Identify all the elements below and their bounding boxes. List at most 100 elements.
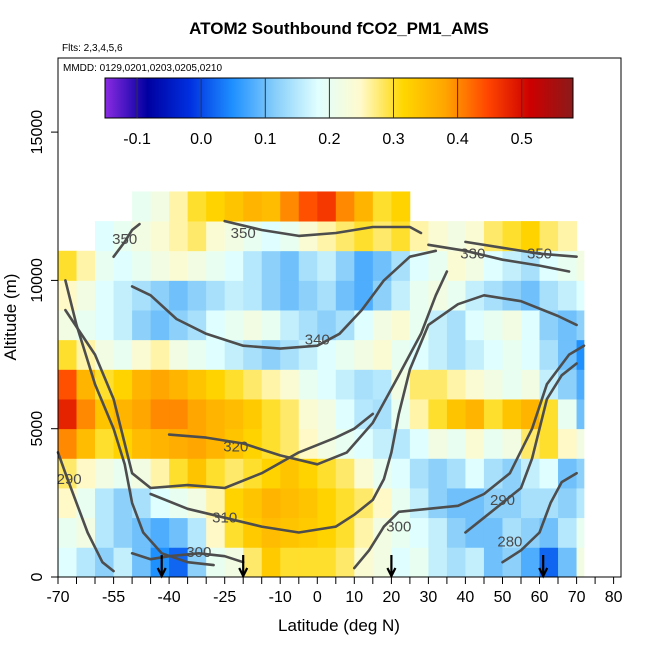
heatmap-cell (502, 310, 522, 341)
heatmap-cell (539, 458, 559, 489)
heatmap-cell (224, 547, 244, 578)
heatmap-cell (76, 369, 96, 400)
heatmap-cell (113, 369, 133, 400)
heatmap-cell (483, 517, 503, 548)
contour-label-290: 290 (490, 492, 515, 509)
contour-line-350 (112, 222, 141, 258)
heatmap-cell (317, 399, 337, 430)
colorbar-tick-label: -0.1 (123, 131, 151, 148)
x-tick-label: -70 (46, 589, 69, 606)
heatmap-cell (372, 280, 392, 311)
y-tick-label: 10000 (29, 258, 46, 303)
heatmap-cell (428, 221, 448, 252)
contour-label-350: 350 (231, 225, 256, 242)
heatmap-cell (446, 339, 466, 370)
heatmap-cell (520, 221, 540, 252)
heatmap-cell (206, 488, 226, 519)
heatmap-cell (243, 428, 263, 459)
heatmap-cell (372, 399, 392, 430)
heatmap-cell (169, 339, 189, 370)
heatmap-cell (428, 458, 448, 489)
contour-label-280: 280 (497, 533, 522, 550)
heatmap-cell (169, 280, 189, 311)
heatmap-cell (206, 191, 226, 222)
heatmap-cell (446, 517, 466, 548)
heatmap-cell (446, 547, 466, 578)
heatmap-cell (558, 488, 577, 519)
heatmap-cell (372, 547, 392, 578)
heatmap-cell (465, 517, 485, 548)
contour-line-320 (167, 270, 449, 466)
heatmap-cell (150, 399, 170, 430)
heatmap-cell (558, 221, 577, 252)
contour-label-300: 300 (386, 519, 411, 536)
heatmap-cell (502, 399, 522, 430)
heatmap-cell (261, 191, 281, 222)
heatmap-cell (354, 458, 374, 489)
heatmap-cell (354, 339, 374, 370)
heatmap-cell (298, 280, 318, 311)
heatmap-cell (335, 250, 355, 281)
heatmap-cell (58, 310, 77, 341)
heatmap-cell (261, 488, 281, 519)
heatmap-cell (576, 517, 585, 548)
heatmap-cell (335, 547, 355, 578)
heatmap-cell (502, 547, 522, 578)
heatmap-cell (520, 517, 540, 548)
heatmap-cell (132, 191, 151, 222)
flight-marker-arrowhead (538, 567, 549, 579)
contour-line-310 (149, 294, 578, 534)
heatmap-cell (206, 517, 226, 548)
x-tick-label: 20 (383, 589, 401, 606)
heatmap-cell (187, 280, 207, 311)
heatmap-cell (576, 280, 585, 311)
heatmap-cell (280, 250, 300, 281)
heatmap-cell (280, 399, 300, 430)
heatmap-cell (354, 547, 374, 578)
heatmap-cell (502, 458, 522, 489)
heatmap-cell (76, 488, 96, 519)
heatmap-cell (409, 547, 429, 578)
heatmap-cell (520, 339, 540, 370)
heatmap-cell (539, 310, 559, 341)
heatmap-cell (150, 369, 170, 400)
heatmap-cell (58, 517, 77, 548)
heatmap-cell (169, 399, 189, 430)
heatmap-cell (150, 280, 170, 311)
heatmap-cell (206, 369, 226, 400)
flight-marker-layer (156, 555, 549, 579)
heatmap-cell (558, 369, 577, 400)
x-tick-label: 0 (313, 589, 322, 606)
heatmap-cell (391, 517, 411, 548)
heatmap-cell (169, 221, 189, 252)
heatmap-cell (483, 310, 503, 341)
contour-line-330 (427, 243, 571, 273)
heatmap-cell (95, 250, 114, 281)
heatmap-cell (502, 221, 522, 252)
heatmap-cell (465, 369, 485, 400)
contour-label-320: 320 (223, 439, 248, 456)
heatmap-cell (428, 547, 448, 578)
heatmap-cell (169, 458, 189, 489)
heatmap-cell (206, 428, 226, 459)
heatmap-cell (576, 428, 585, 459)
heatmap-cell (354, 310, 374, 341)
heatmap-cell (391, 191, 411, 222)
heatmap-cell (224, 488, 244, 519)
heatmap-cell (576, 339, 585, 370)
heatmap-cell (95, 310, 114, 341)
heatmap-cell (261, 280, 281, 311)
heatmap-cell (354, 399, 374, 430)
heatmap-cell (298, 250, 318, 281)
heatmap-cell (539, 428, 559, 459)
x-tick-label: 50 (494, 589, 512, 606)
heatmap-cell (539, 280, 559, 311)
y-tick-label: 15000 (29, 110, 46, 155)
heatmap-cell (187, 517, 207, 548)
heatmap-cell (446, 488, 466, 519)
y-axis: 0 5000 10000 15000 (29, 110, 58, 581)
heatmap-cell (206, 458, 226, 489)
heatmap-cell (261, 339, 281, 370)
heatmap-cell (391, 458, 411, 489)
heatmap-cell (298, 310, 318, 341)
